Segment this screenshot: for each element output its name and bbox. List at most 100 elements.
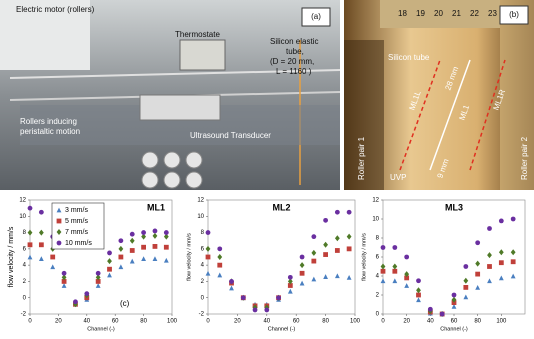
point xyxy=(416,278,421,284)
point xyxy=(346,246,352,252)
y-tick-label: 10 xyxy=(197,214,204,220)
point xyxy=(510,249,516,256)
point xyxy=(61,270,67,276)
point xyxy=(84,291,90,297)
point xyxy=(264,307,270,313)
point xyxy=(118,254,124,260)
point xyxy=(61,274,67,281)
point xyxy=(240,295,246,301)
y-tick-label: 12 xyxy=(19,198,26,204)
point xyxy=(61,279,67,284)
point xyxy=(205,254,211,260)
point xyxy=(510,216,516,222)
point xyxy=(498,275,504,281)
y-axis-label: flow velocity / mm/s xyxy=(186,233,192,281)
point xyxy=(380,268,386,274)
y-tick-label: 4 xyxy=(376,274,380,280)
y-tick-label: 0 xyxy=(23,295,27,301)
y-tick-label: 0 xyxy=(201,295,205,301)
point xyxy=(163,257,169,263)
x-tick-label: 40 xyxy=(427,319,434,325)
point xyxy=(287,274,293,280)
y-tick-label: 12 xyxy=(197,198,204,204)
point xyxy=(463,285,469,290)
measure-line xyxy=(469,59,506,171)
point xyxy=(287,278,293,285)
point xyxy=(229,279,234,284)
point xyxy=(50,254,56,260)
point xyxy=(287,283,293,288)
point xyxy=(463,294,469,300)
x-tick-label: 20 xyxy=(234,319,241,325)
point xyxy=(487,252,492,259)
point xyxy=(152,228,158,234)
y-tick-label: 2 xyxy=(201,279,205,285)
point xyxy=(510,259,516,265)
chart-title: ML2 xyxy=(273,202,291,212)
x-tick-label: 80 xyxy=(140,319,147,325)
label: Silicon elastic xyxy=(270,37,318,46)
x-tick-label: 100 xyxy=(350,319,361,325)
point xyxy=(252,307,258,313)
photo-a: Electric motor (rollers) (a) Thermostate… xyxy=(0,0,341,190)
y-tick-label: 10 xyxy=(372,217,379,223)
point xyxy=(107,266,112,272)
rod xyxy=(9,69,341,79)
point xyxy=(427,306,433,312)
point xyxy=(498,218,504,224)
roller-block xyxy=(344,40,384,190)
x-axis-label: Channel (-) xyxy=(440,326,468,332)
point xyxy=(487,226,492,231)
point xyxy=(129,248,135,253)
y-tick-label: -2 xyxy=(21,312,27,318)
x-tick-label: 80 xyxy=(322,319,329,325)
point xyxy=(38,242,44,248)
x-tick-label: 60 xyxy=(293,319,300,325)
ruler-label: 21 xyxy=(452,9,461,18)
point xyxy=(95,274,101,281)
point xyxy=(95,279,101,284)
y-tick-label: 2 xyxy=(376,293,380,299)
label: Ultrasound Transducer xyxy=(190,131,271,140)
transducer-holder xyxy=(139,94,221,121)
panel-label: (a) xyxy=(311,12,321,21)
point xyxy=(152,244,158,249)
point xyxy=(299,280,305,286)
point xyxy=(451,296,457,303)
point xyxy=(229,285,234,291)
point xyxy=(346,274,352,280)
point xyxy=(217,254,223,260)
point xyxy=(163,233,169,240)
point xyxy=(498,249,504,256)
point xyxy=(323,241,328,248)
x-tick-label: 20 xyxy=(403,319,410,325)
point xyxy=(311,276,317,282)
ruler-label: 18 xyxy=(398,9,407,18)
point xyxy=(27,229,33,236)
motor-box xyxy=(0,0,90,70)
point xyxy=(299,254,305,260)
point xyxy=(346,209,352,215)
point xyxy=(404,271,410,278)
point xyxy=(205,270,211,276)
y-tick-label: 10 xyxy=(19,214,26,220)
point xyxy=(56,218,62,224)
point xyxy=(334,248,340,253)
point xyxy=(27,242,33,248)
label: Roller pair 2 xyxy=(520,136,529,180)
roller-block xyxy=(500,0,534,190)
panel-label: (b) xyxy=(509,10,519,19)
point xyxy=(392,263,398,270)
legend-label: 3 mm/s xyxy=(65,207,88,214)
point xyxy=(475,260,481,267)
point xyxy=(107,272,112,278)
legend-label: 7 mm/s xyxy=(65,229,88,236)
x-tick-label: 60 xyxy=(112,319,119,325)
label: UVP xyxy=(390,173,406,182)
point xyxy=(205,230,211,235)
point xyxy=(475,271,481,277)
ruler-label: 23 xyxy=(488,9,497,18)
point xyxy=(311,234,317,240)
point xyxy=(392,268,398,274)
